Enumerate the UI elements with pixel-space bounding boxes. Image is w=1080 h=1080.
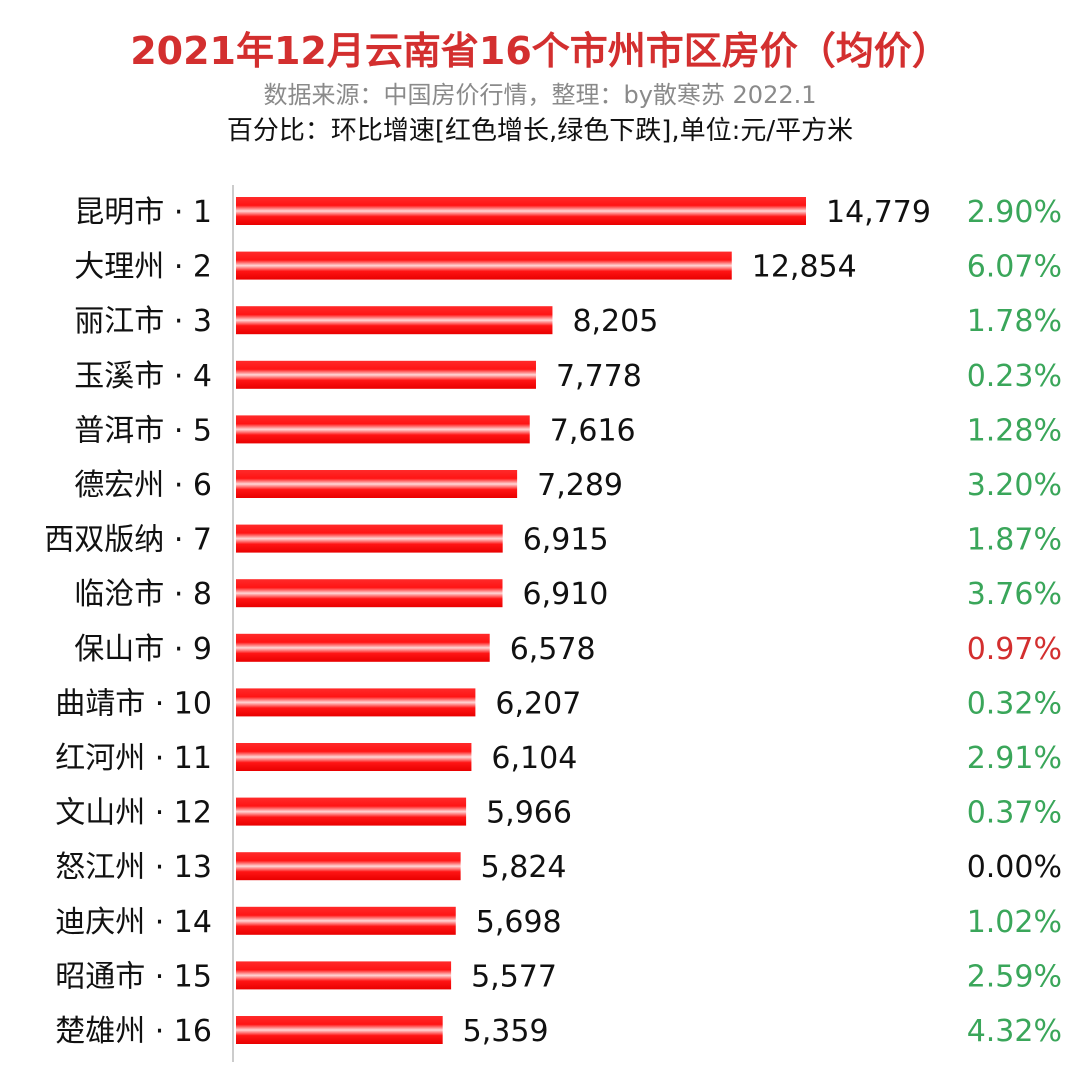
bar <box>236 688 476 717</box>
mom-change-label: 1.02% <box>967 905 1062 940</box>
category-label: 文山州 · 12 <box>55 796 212 831</box>
category-label: 昆明市 · 1 <box>74 195 212 230</box>
category-label: 迪庆州 · 14 <box>55 905 212 940</box>
mom-change-label: 1.78% <box>967 304 1062 339</box>
legend-note: 百分比：环比增速[红色增长,绿色下跌],单位:元/平方米 <box>226 116 854 146</box>
value-label: 5,577 <box>471 959 557 994</box>
category-label: 保山市 · 9 <box>74 632 212 667</box>
bar <box>236 306 553 335</box>
value-label: 8,205 <box>572 304 658 339</box>
mom-change-label: 0.32% <box>967 686 1062 721</box>
mom-change-label: 0.97% <box>967 632 1062 667</box>
bar <box>236 360 536 389</box>
mom-change-label: 1.28% <box>967 413 1062 448</box>
value-label: 12,854 <box>752 250 857 285</box>
mom-change-label: 2.59% <box>967 959 1062 994</box>
value-label: 6,915 <box>523 523 609 558</box>
bar <box>236 961 452 990</box>
value-label: 5,824 <box>481 850 567 885</box>
bar <box>236 633 490 662</box>
value-label: 6,578 <box>510 632 596 667</box>
bar <box>236 579 503 608</box>
mom-change-label: 1.87% <box>967 523 1062 558</box>
bar <box>236 1016 443 1044</box>
value-label: 5,698 <box>476 905 562 940</box>
value-label: 7,289 <box>537 468 623 503</box>
value-label: 6,104 <box>491 741 577 776</box>
mom-change-label: 3.20% <box>967 468 1062 503</box>
value-label: 6,207 <box>495 686 581 721</box>
category-label: 玉溪市 · 4 <box>74 359 212 394</box>
category-label: 普洱市 · 5 <box>74 413 212 448</box>
mom-change-label: 4.32% <box>967 1014 1062 1049</box>
value-label: 14,779 <box>826 195 931 230</box>
mom-change-label: 0.37% <box>967 796 1062 831</box>
mom-change-label: 6.07% <box>967 250 1062 285</box>
mom-change-label: 2.91% <box>967 741 1062 776</box>
value-label: 5,359 <box>463 1014 549 1049</box>
value-label: 7,616 <box>550 413 636 448</box>
mom-change-label: 0.23% <box>967 359 1062 394</box>
value-label: 6,910 <box>523 577 609 612</box>
bar <box>236 743 472 771</box>
value-label: 5,966 <box>486 796 572 831</box>
category-label: 昭通市 · 15 <box>55 959 212 994</box>
value-label: 7,778 <box>556 359 642 394</box>
category-label: 楚雄州 · 16 <box>55 1014 212 1049</box>
category-label: 曲靖市 · 10 <box>55 686 212 721</box>
chart-title: 2021年12月云南省16个市州市区房价（均价） <box>130 29 950 73</box>
bar <box>236 906 456 935</box>
mom-change-label: 2.90% <box>967 195 1062 230</box>
bar <box>236 524 503 553</box>
bar <box>236 470 518 498</box>
category-label: 红河州 · 11 <box>55 741 212 776</box>
bar <box>236 415 530 444</box>
bar <box>236 852 461 881</box>
bar <box>236 197 806 225</box>
mom-change-label: 3.76% <box>967 577 1062 612</box>
category-label: 西双版纳 · 7 <box>44 523 212 558</box>
data-source-note: 数据来源：中国房价行情，整理：by散寒苏 2022.1 <box>263 81 817 109</box>
category-label: 临沧市 · 8 <box>74 577 212 612</box>
category-label: 大理州 · 2 <box>74 250 212 285</box>
mom-change-label: 0.00% <box>967 850 1062 885</box>
category-label: 怒江州 · 13 <box>55 850 212 885</box>
bar <box>236 251 732 280</box>
bar <box>236 797 467 826</box>
category-label: 德宏州 · 6 <box>74 468 212 503</box>
category-label: 丽江市 · 3 <box>74 304 212 339</box>
